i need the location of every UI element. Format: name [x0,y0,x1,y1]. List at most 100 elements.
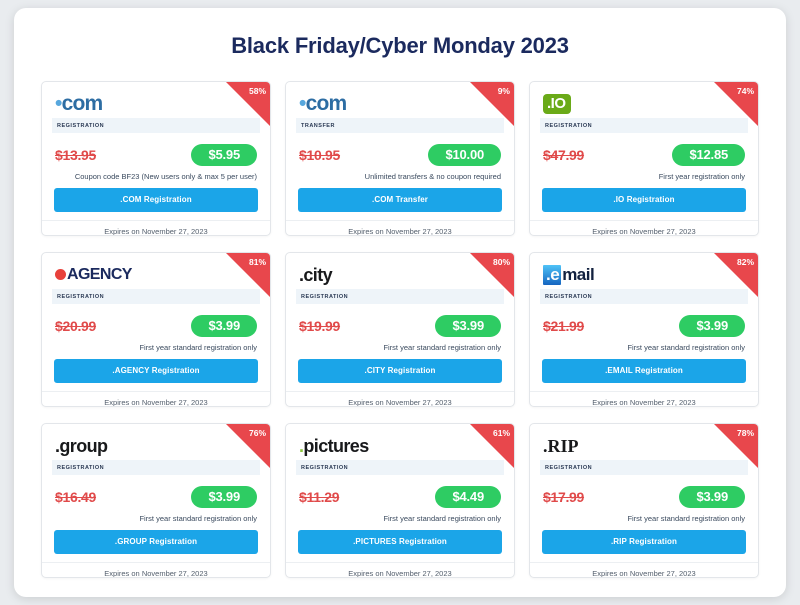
discount-percent-label: 58% [248,86,266,96]
product-type-label: REGISTRATION [545,122,593,129]
expiry-note: Expires on November 27, 2023 [530,220,758,235]
discount-ribbon [226,424,270,468]
price-row: $47.99 $12.85 [530,133,758,166]
discount-ribbon [714,82,758,126]
product-type-label: REGISTRATION [57,122,105,129]
logo-badge: .e [543,264,562,285]
product-type-band: REGISTRATION [52,460,260,475]
expiry-note: Expires on November 27, 2023 [286,562,514,577]
logo-text: pictures [303,435,369,456]
expiry-note: Expires on November 27, 2023 [286,220,514,235]
offer-description: Coupon code BF23 (New users only & max 5… [74,172,257,181]
registration-cta-button[interactable]: .EMAIL Registration [542,359,746,383]
expiry-note: Expires on November 27, 2023 [286,391,514,406]
product-type-band: REGISTRATION [296,289,504,304]
product-type-band: REGISTRATION [540,118,748,133]
original-price: $13.95 [55,147,97,163]
rip-logo: .RIP [543,435,579,456]
discount-percent-label: 61% [492,428,510,438]
price-row: $17.99 $3.99 [530,475,758,508]
discount-ribbon [226,253,270,297]
sale-price-badge: $12.85 [672,144,745,166]
cta-wrapper: .RIP Registration [530,523,758,554]
discount-percent-label: 76% [248,428,266,438]
product-type-band: TRANSFER [296,118,504,133]
offer-description: First year standard registration only [627,343,745,352]
sale-price-badge: $4.49 [435,486,501,508]
logo-text: com [61,92,104,115]
price-row: $19.99 $3.99 [286,304,514,337]
registration-cta-button[interactable]: .RIP Registration [542,530,746,554]
registration-cta-button[interactable]: .IO Registration [542,188,746,212]
deal-card: 58% •com REGISTRATION $13.95 $5.95 Coupon cod… [41,81,271,236]
original-price: $47.99 [543,147,585,163]
price-row: $20.99 $3.99 [42,304,270,337]
discount-ribbon [226,82,270,126]
discount-percent-label: 9% [497,86,510,96]
original-price: $17.99 [543,489,585,505]
agency-logo: AGENCY [55,266,132,283]
com-logo: •com [299,92,347,115]
discount-percent-label: 81% [248,257,266,267]
product-type-label: REGISTRATION [545,464,593,471]
price-row: $16.49 $3.99 [42,475,270,508]
registration-cta-button[interactable]: .CITY Registration [298,359,502,383]
expiry-note: Expires on November 27, 2023 [530,562,758,577]
city-logo: .city [299,264,333,285]
offer-description: First year standard registration only [383,343,501,352]
offer-description: First year standard registration only [627,514,745,523]
product-type-band: REGISTRATION [52,118,260,133]
original-price: $11.29 [299,489,340,505]
expiry-note: Expires on November 27, 2023 [42,562,270,577]
product-type-band: REGISTRATION [540,289,748,304]
discount-ribbon [470,424,514,468]
registration-cta-button[interactable]: .PICTURES Registration [298,530,502,554]
deal-card: 9% •com TRANSFER $10.95 $10.00 Unlimited tran… [285,81,515,236]
discount-ribbon [470,253,514,297]
cta-wrapper: .PICTURES Registration [286,523,514,554]
sale-price-badge: $3.99 [191,315,257,337]
product-type-label: REGISTRATION [57,293,105,300]
registration-cta-button[interactable]: .COM Registration [54,188,258,212]
cta-wrapper: .GROUP Registration [42,523,270,554]
deal-card: 82% .e mail REGISTRATION $21.99 $3.99 First ye… [529,252,759,407]
product-type-label: REGISTRATION [545,293,593,300]
sale-price-badge: $3.99 [679,315,745,337]
group-logo: .group [55,435,108,456]
product-type-band: REGISTRATION [52,289,260,304]
discount-ribbon [714,424,758,468]
deal-card: 78% .RIP REGISTRATION $17.99 $3.99 First year… [529,423,759,578]
sale-price-badge: $3.99 [679,486,745,508]
cta-wrapper: .EMAIL Registration [530,352,758,383]
registration-cta-button[interactable]: .COM Transfer [298,188,502,212]
logo-circle-icon [55,269,66,280]
logo-dot-icon: • [55,92,62,115]
expiry-note: Expires on November 27, 2023 [530,391,758,406]
original-price: $16.49 [55,489,97,505]
product-type-band: REGISTRATION [296,460,504,475]
discount-ribbon [714,253,758,297]
registration-cta-button[interactable]: .AGENCY Registration [54,359,258,383]
price-row: $10.95 $10.00 [286,133,514,166]
product-type-label: REGISTRATION [57,464,105,471]
cta-wrapper: .IO Registration [530,181,758,212]
deal-card: 80% .city REGISTRATION $19.99 $3.99 First yea… [285,252,515,407]
sale-price-badge: $3.99 [435,315,501,337]
deal-card: 76% .group REGISTRATION $16.49 $3.99 First ye… [41,423,271,578]
price-row: $11.29 $4.49 [286,475,514,508]
original-price: $19.99 [299,318,341,334]
price-row: $21.99 $3.99 [530,304,758,337]
sale-price-badge: $5.95 [191,144,257,166]
cta-wrapper: .COM Registration [42,181,270,212]
expiry-note: Expires on November 27, 2023 [42,220,270,235]
logo-dot-icon: • [299,92,306,115]
cta-wrapper: .CITY Registration [286,352,514,383]
original-price: $21.99 [543,318,585,334]
deal-card: 74% .IO REGISTRATION $47.99 $12.85 First year… [529,81,759,236]
product-type-band: REGISTRATION [540,460,748,475]
registration-cta-button[interactable]: .GROUP Registration [54,530,258,554]
offer-description: First year standard registration only [383,514,501,523]
sale-price-badge: $3.99 [191,486,257,508]
expiry-note: Expires on November 27, 2023 [42,391,270,406]
promo-panel: Black Friday/Cyber Monday 2023 58% •com RE… [14,8,786,597]
